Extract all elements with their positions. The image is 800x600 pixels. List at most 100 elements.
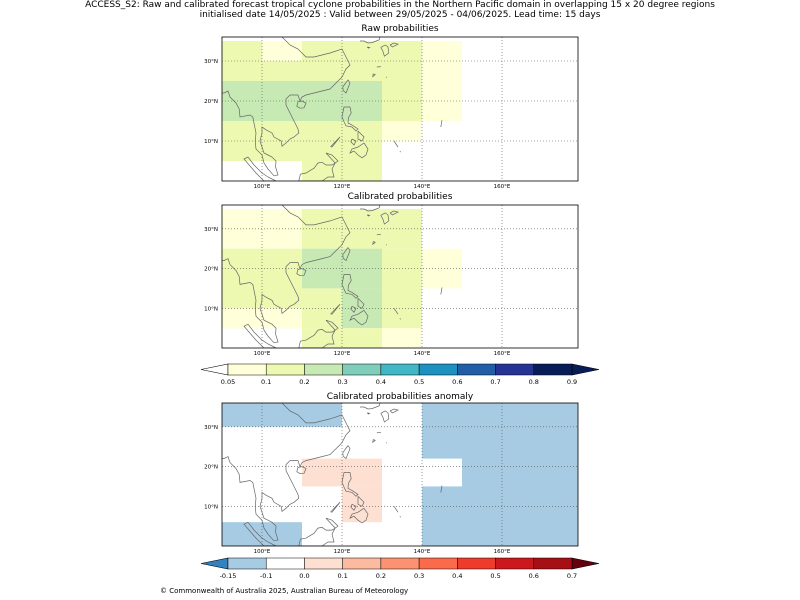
probability-cell xyxy=(422,458,462,487)
colorbar-tick-label: 0.0 xyxy=(299,572,309,580)
colorbar-tick-label: 0.5 xyxy=(490,572,500,580)
lat-tick-label: 10°N xyxy=(204,139,218,145)
colorbar-tick-label: 0.2 xyxy=(376,572,386,580)
lon-tick-label: 100°E xyxy=(254,184,271,190)
colorbar-segment xyxy=(342,557,382,570)
map-panel-2: 100°E 120°E 140°E 160°E 10°N 20°N 30°N xyxy=(204,204,579,357)
coastline xyxy=(360,37,381,44)
coastline xyxy=(298,152,339,181)
colorbar-under-arrow xyxy=(200,363,229,376)
coastline xyxy=(372,241,376,246)
coastline xyxy=(222,205,351,344)
colorbar-tick-label: 0.4 xyxy=(376,378,386,386)
lon-tick-label: 120°E xyxy=(334,184,351,190)
coastline xyxy=(440,485,443,493)
colorbar-tick-label: 0.2 xyxy=(299,378,309,386)
colorbar-segment xyxy=(380,363,420,376)
colorbar-over-arrow xyxy=(571,557,600,570)
coastline xyxy=(393,506,399,513)
colorbar-segment xyxy=(342,363,382,376)
probability-cell xyxy=(382,121,422,141)
colorbar-under-arrow xyxy=(200,557,229,570)
coastline xyxy=(298,517,339,546)
coastline xyxy=(296,100,307,109)
colorbar-segment xyxy=(457,557,496,570)
coastline xyxy=(440,120,443,128)
colorbar-segment xyxy=(227,363,267,376)
coastline xyxy=(341,472,359,497)
map-frame xyxy=(221,36,579,182)
panel-title-calibrated: Calibrated probabilities xyxy=(347,192,453,202)
lat-tick-label: 30°N xyxy=(204,425,218,431)
colorbar-tick-label: 0.3 xyxy=(414,572,424,580)
coastline xyxy=(222,37,351,177)
map-panel-3: 100°E 120°E 140°E 160°E 10°N 20°N 30°N xyxy=(204,402,579,555)
probability-colorbar: 0.05 0.1 0.2 0.3 0.4 0.5 0.6 0.7 0.8 0.9 xyxy=(200,363,600,386)
colorbar-segment xyxy=(304,363,343,376)
colorbar-tick-label: 0.6 xyxy=(529,572,539,580)
probability-cell xyxy=(302,208,422,249)
map-panel-1: 100°E 120°E 140°E 160°E 10°N 20°N 30°N xyxy=(204,36,579,190)
colorbar-tick-label: 0.1 xyxy=(261,378,271,386)
lon-tick-label: 140°E xyxy=(414,549,431,555)
probability-cell xyxy=(222,61,422,81)
colorbar-segment xyxy=(495,363,535,376)
coastline xyxy=(380,44,390,57)
lon-tick-label: 120°E xyxy=(334,549,351,555)
lat-tick-label: 20°N xyxy=(204,267,218,273)
lat-tick-label: 10°N xyxy=(204,306,218,312)
coastline xyxy=(440,287,443,295)
colorbar-segment xyxy=(457,363,496,376)
coastline xyxy=(366,214,371,217)
colorbar-tick-label: 0.3 xyxy=(337,378,347,386)
coastline xyxy=(349,508,369,524)
colorbar-tick-label: 0.5 xyxy=(414,378,424,386)
probability-cell xyxy=(342,486,382,523)
panel-title-anomaly: Calibrated probabilities anomaly xyxy=(326,392,474,402)
colorbar-over-arrow xyxy=(571,363,600,376)
coastline xyxy=(360,205,381,212)
coastline xyxy=(357,130,365,142)
panel-title-raw: Raw probabilities xyxy=(361,24,439,34)
probability-cell xyxy=(422,41,462,61)
lon-tick-label: 140°E xyxy=(414,184,431,190)
lon-tick-label: 160°E xyxy=(494,549,511,555)
coastline xyxy=(296,268,307,277)
colorbar-tick-label: -0.15 xyxy=(220,572,237,580)
probability-cell xyxy=(222,486,262,523)
colorbar-tick-label: -0.1 xyxy=(260,572,273,580)
coastline xyxy=(243,323,277,348)
colorbar-tick-label: 0.9 xyxy=(567,378,577,386)
coastline xyxy=(360,403,381,410)
colorbar-segment xyxy=(418,557,458,570)
probability-cell xyxy=(302,161,382,181)
coastline xyxy=(349,310,369,326)
coastline xyxy=(342,247,351,262)
main-subtitle: initialised date 14/05/2025 : Valid betw… xyxy=(199,10,601,20)
coastline xyxy=(380,212,390,225)
map-frame xyxy=(221,402,579,547)
lat-tick-label: 20°N xyxy=(204,99,218,105)
coastline xyxy=(341,274,359,299)
main-title: ACCESS_S2: Raw and calibrated forecast t… xyxy=(85,0,715,10)
coastline xyxy=(366,46,371,49)
lat-tick-label: 10°N xyxy=(204,504,218,510)
coastline xyxy=(330,136,341,148)
coastline xyxy=(222,403,351,542)
coastline xyxy=(341,106,359,132)
probability-cell xyxy=(422,61,462,81)
coastline xyxy=(349,142,369,159)
coastline xyxy=(330,304,341,315)
coastline xyxy=(298,319,339,348)
probability-cell xyxy=(302,41,422,61)
coastline xyxy=(380,410,390,423)
colorbar-segment xyxy=(533,363,573,376)
coastline xyxy=(296,466,307,475)
map-frame xyxy=(221,204,579,349)
colorbar-tick-label: 0.05 xyxy=(221,378,235,386)
lat-tick-label: 30°N xyxy=(204,227,218,233)
colorbar-segment xyxy=(265,363,305,376)
colorbar-segment xyxy=(380,557,420,570)
colorbar-tick-label: 0.7 xyxy=(490,378,500,386)
colorbar-tick-label: 0.6 xyxy=(452,378,462,386)
